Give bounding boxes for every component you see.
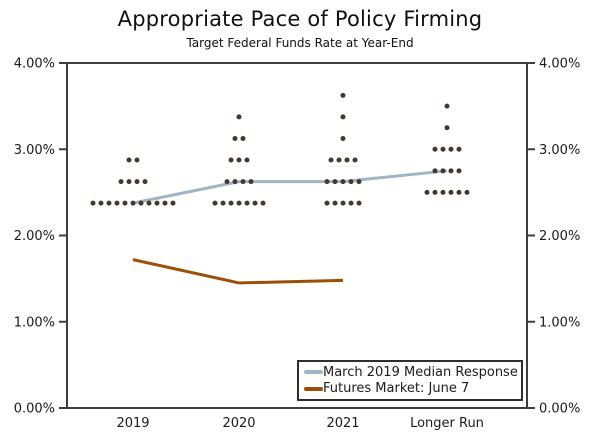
legend-item-median: March 2019 Median Response <box>304 366 521 379</box>
participant-dot <box>244 157 250 163</box>
legend-item-futures: Futures Market: June 7 <box>304 382 521 395</box>
x-axis-label: 2021 <box>326 416 359 431</box>
participant-dot <box>336 157 342 163</box>
y-axis-label-right: 1.00% <box>539 315 580 330</box>
participant-dot <box>224 179 230 185</box>
participant-dot <box>114 200 120 206</box>
participant-dot <box>332 179 338 185</box>
y-axis-label-left: 0.00% <box>14 402 55 417</box>
participant-dot <box>440 146 446 152</box>
participant-dot <box>138 200 144 206</box>
legend-label-futures: Futures Market: June 7 <box>323 381 470 397</box>
participant-dot <box>236 200 242 206</box>
participant-dot <box>236 114 242 120</box>
y-axis-label-left: 1.00% <box>14 315 55 330</box>
participant-dot <box>432 189 438 195</box>
legend-label-median: March 2019 Median Response <box>323 364 518 380</box>
y-axis-label-right: 2.00% <box>539 229 580 244</box>
participant-dot <box>432 168 438 174</box>
participant-dot <box>252 200 258 206</box>
participant-dot <box>232 179 238 185</box>
participant-dot <box>348 179 354 185</box>
participant-dot <box>228 200 234 206</box>
chart-title: Appropriate Pace of Policy Firming <box>117 7 483 31</box>
participant-dot <box>328 157 334 163</box>
y-axis-label-right: 3.00% <box>539 143 580 158</box>
participant-dot <box>340 179 346 185</box>
participant-dot <box>232 135 238 141</box>
participant-dot <box>340 114 346 120</box>
participant-dot <box>248 179 254 185</box>
legend: March 2019 Median Response Futures Marke… <box>297 360 523 401</box>
participant-dot <box>356 179 362 185</box>
participant-dot <box>440 189 446 195</box>
participant-dot <box>122 200 128 206</box>
participant-dot <box>126 179 132 185</box>
participant-dot <box>142 179 148 185</box>
median-response-line <box>132 169 448 205</box>
participant-dot <box>98 200 104 206</box>
participant-dot <box>456 168 462 174</box>
participant-dot <box>260 200 266 206</box>
participant-dot <box>464 189 470 195</box>
participant-dot <box>448 189 454 195</box>
participant-dot <box>440 168 446 174</box>
participant-dot <box>134 179 140 185</box>
participant-dot <box>126 157 132 163</box>
participant-dot <box>352 157 358 163</box>
participant-dot <box>228 157 234 163</box>
participant-dot <box>324 200 330 206</box>
participant-dot <box>348 200 354 206</box>
y-axis-label-right: 0.00% <box>539 402 580 417</box>
participant-dot <box>448 146 454 152</box>
participant-dot <box>240 179 246 185</box>
y-axis-label-left: 4.00% <box>14 57 55 72</box>
participant-dot <box>456 146 462 152</box>
participant-dot <box>212 200 218 206</box>
participant-dot <box>448 168 454 174</box>
participant-dot <box>340 200 346 206</box>
participant-dot <box>424 189 430 195</box>
participant-dot <box>244 200 250 206</box>
y-axis-label-left: 3.00% <box>14 143 55 158</box>
participant-dot <box>220 200 226 206</box>
y-axis-label-right: 4.00% <box>539 57 580 72</box>
x-axis-label: 2020 <box>222 416 255 431</box>
futures-line-swatch <box>304 386 323 391</box>
participant-dot <box>340 92 346 98</box>
participant-dot <box>236 157 242 163</box>
participant-dot <box>130 200 136 206</box>
futures-market-line <box>132 258 344 285</box>
participant-dot <box>444 125 450 131</box>
participant-dot <box>240 135 246 141</box>
participant-dot <box>332 200 338 206</box>
participant-dot <box>170 200 176 206</box>
participant-dot <box>106 200 112 206</box>
x-axis-label: 2019 <box>116 416 149 431</box>
x-axis-label: Longer Run <box>410 416 484 431</box>
participant-dot <box>154 200 160 206</box>
participant-dot <box>134 157 140 163</box>
participant-dot <box>444 103 450 109</box>
plot-border <box>66 62 528 409</box>
participant-dot <box>118 179 124 185</box>
participant-dot <box>324 179 330 185</box>
participant-dot <box>344 157 350 163</box>
participant-dot <box>146 200 152 206</box>
participant-dot <box>162 200 168 206</box>
participant-dot <box>432 146 438 152</box>
participant-dot <box>340 135 346 141</box>
participant-dot <box>456 189 462 195</box>
median-line-swatch <box>304 370 323 375</box>
chart-subtitle: Target Federal Funds Rate at Year-End <box>186 36 414 50</box>
participant-dot <box>356 200 362 206</box>
y-axis-label-left: 2.00% <box>14 229 55 244</box>
participant-dot <box>90 200 96 206</box>
